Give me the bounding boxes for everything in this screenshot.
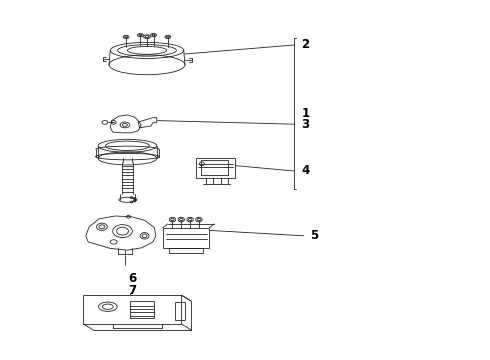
Text: 7: 7 (128, 284, 136, 297)
Text: 5: 5 (310, 229, 318, 242)
Bar (163, 228, 209, 248)
Bar (201, 160, 228, 175)
Bar (83, 295, 181, 324)
Bar (196, 158, 235, 178)
Text: 6: 6 (128, 272, 136, 285)
Text: 2: 2 (301, 39, 310, 51)
Bar (175, 302, 185, 320)
Text: 4: 4 (301, 165, 310, 177)
Text: 3: 3 (301, 118, 310, 131)
Text: 1: 1 (301, 107, 310, 120)
Bar (169, 248, 203, 253)
Bar (130, 301, 154, 318)
